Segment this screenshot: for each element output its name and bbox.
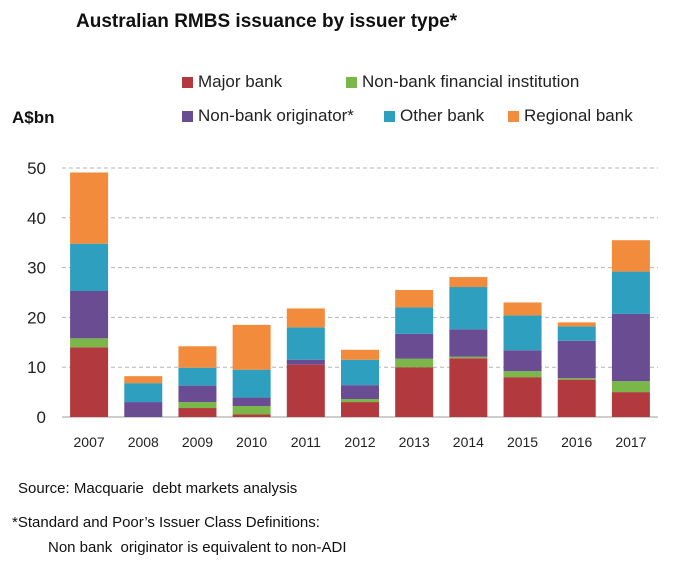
bar-major-bank-2007 (70, 347, 109, 417)
y-axis-label: A$bn (12, 108, 55, 127)
bar-non-bank-originator-2010 (232, 397, 271, 407)
bar-regional-bank-2014 (449, 277, 488, 288)
legend-swatch-non-bank-originator (182, 110, 193, 122)
bar-non-bank-financial-institution-2007 (70, 338, 109, 348)
bar-non-bank-financial-institution-2012 (341, 399, 379, 403)
bar-regional-bank-2009 (178, 346, 217, 368)
legend-item-major-bank: Major bank (182, 72, 282, 92)
bar-non-bank-financial-institution-2010 (232, 406, 271, 415)
y-tick-label: 0 (37, 408, 46, 427)
bar-regional-bank-2012 (341, 349, 379, 360)
y-tick-label: 50 (27, 159, 46, 178)
x-tick-label: 2009 (182, 434, 213, 450)
bar-non-bank-financial-institution-2016 (557, 378, 596, 380)
bar-non-bank-originator-2015 (503, 350, 542, 372)
bar-major-bank-2017 (611, 392, 650, 417)
legend-item-non-bank-originator: Non-bank originator* (182, 106, 354, 126)
bar-regional-bank-2016 (557, 322, 596, 327)
legend-label-regional-bank: Regional bank (524, 106, 633, 125)
bar-non-bank-originator-2016 (557, 340, 596, 379)
bar-other-bank-2013 (395, 307, 434, 334)
bar-non-bank-originator-2011 (286, 359, 325, 365)
x-tick-label: 2016 (561, 434, 592, 450)
legend-item-regional-bank: Regional bank (508, 106, 633, 126)
chart-title: Australian RMBS issuance by issuer type* (76, 11, 458, 32)
bar-other-bank-2007 (70, 243, 109, 292)
bar-other-bank-2014 (449, 287, 488, 330)
bar-other-bank-2010 (232, 369, 271, 398)
bar-other-bank-2011 (286, 327, 325, 360)
y-tick-label: 20 (27, 308, 46, 327)
legend-swatch-regional-bank (508, 110, 519, 122)
bar-other-bank-2008 (124, 383, 163, 403)
bar-non-bank-financial-institution-2014 (449, 356, 488, 359)
legend-label-major-bank: Major bank (198, 72, 283, 91)
x-tick-label: 2017 (615, 434, 646, 450)
bar-other-bank-2016 (557, 326, 596, 341)
bar-non-bank-financial-institution-2009 (178, 402, 217, 409)
bar-regional-bank-2011 (286, 308, 325, 328)
x-tick-label: 2012 (344, 434, 375, 450)
bar-other-bank-2015 (503, 315, 542, 351)
legend-label-non-bank-originator: Non-bank originator* (198, 106, 354, 125)
bar-non-bank-financial-institution-2015 (503, 371, 542, 378)
plot-area: 0 10 20 30 40 50 2007 2008 2009 2010 2011 2012 2013 2… (27, 159, 658, 450)
bar-major-bank-2016 (557, 379, 596, 417)
bar-other-bank-2017 (611, 271, 650, 314)
y-tick-label: 30 (27, 259, 46, 278)
bar-regional-bank-2007 (70, 172, 109, 244)
x-tick-label: 2007 (74, 434, 105, 450)
legend-label-non-bank-financial-institution: Non-bank financial institution (362, 72, 580, 91)
footnote-line-1: *Standard and Poor’s Issuer Class Defini… (12, 514, 320, 531)
bar-major-bank-2012 (341, 402, 379, 417)
bar-non-bank-originator-2012 (341, 385, 379, 400)
y-tick-label: 10 (27, 358, 46, 377)
bar-major-bank-2014 (449, 358, 488, 417)
bar-regional-bank-2008 (124, 376, 163, 384)
bar-regional-bank-2013 (395, 290, 434, 308)
x-tick-label: 2015 (507, 434, 538, 450)
source-note: Source: Macquarie debt markets analysis (18, 480, 298, 497)
legend-label-other-bank: Other bank (400, 106, 485, 125)
legend-item-other-bank: Other bank (384, 106, 484, 126)
x-tick-label: 2011 (291, 434, 321, 450)
bar-non-bank-financial-institution-2013 (395, 358, 434, 368)
bar-non-bank-originator-2017 (611, 313, 650, 382)
bar-major-bank-2009 (178, 408, 217, 417)
x-tick-label: 2008 (128, 434, 159, 450)
bar-regional-bank-2010 (232, 324, 271, 370)
x-tick-label: 2010 (236, 434, 267, 450)
x-tick-label: 2014 (453, 434, 484, 450)
bar-non-bank-originator-2007 (70, 291, 109, 339)
bar-major-bank-2013 (395, 367, 434, 417)
bar-major-bank-2015 (503, 377, 542, 417)
bar-regional-bank-2017 (611, 240, 650, 272)
footnote-line-2: Non bank originator is equivalent to non… (48, 539, 347, 556)
bar-other-bank-2009 (178, 367, 217, 386)
bar-non-bank-financial-institution-2017 (611, 381, 650, 393)
bar-major-bank-2011 (286, 364, 325, 417)
legend-item-non-bank-financial-institution: Non-bank financial institution (346, 72, 579, 92)
bar-regional-bank-2015 (503, 302, 542, 316)
bar-non-bank-originator-2008 (124, 402, 163, 417)
legend-swatch-non-bank-financial-institution (346, 76, 357, 88)
bar-other-bank-2012 (341, 359, 379, 386)
legend-swatch-other-bank (384, 110, 395, 122)
bar-non-bank-originator-2014 (449, 329, 488, 357)
legend-swatch-major-bank (182, 76, 193, 88)
bar-non-bank-originator-2009 (178, 385, 217, 403)
bar-major-bank-2010 (232, 414, 271, 417)
y-tick-label: 40 (27, 209, 46, 228)
bar-non-bank-originator-2013 (395, 333, 434, 359)
x-tick-label: 2013 (399, 434, 430, 450)
